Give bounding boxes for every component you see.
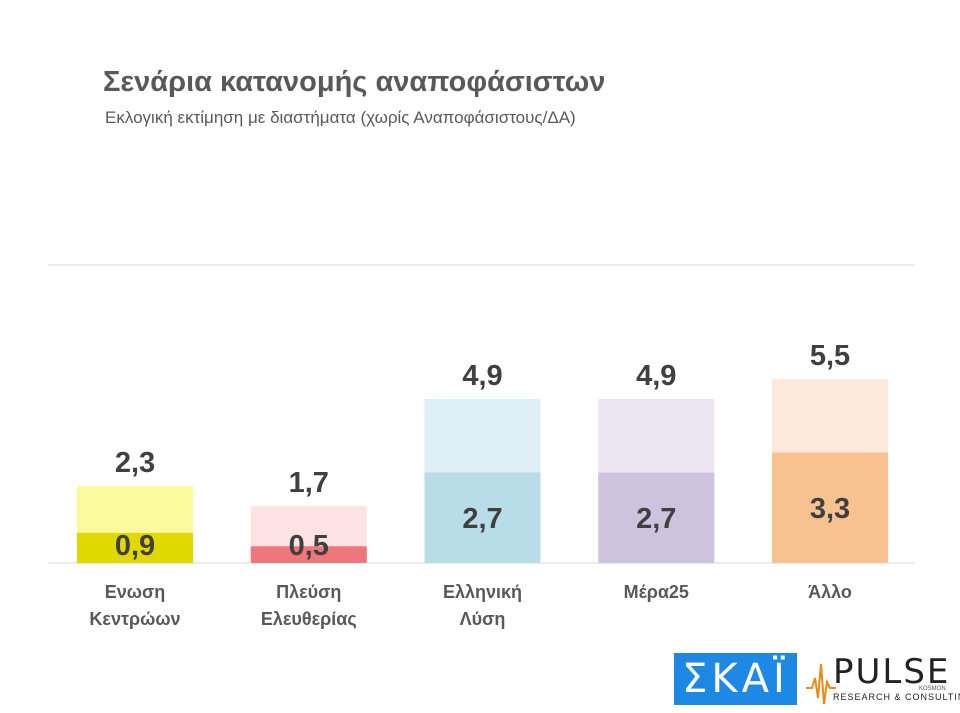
upper-value-label: 2,3 <box>115 447 155 479</box>
pulse-wordmark: PULSE <box>833 652 951 692</box>
skai-logo: ΣΚΑΪ <box>674 653 797 705</box>
lower-value-label: 3,3 <box>810 493 850 525</box>
category-label: Ενωση <box>105 582 166 602</box>
pulse-kosmon-text: KOSMON <box>919 686 946 692</box>
category-label: Πλεύση <box>276 582 341 602</box>
bars-group: 2,3 0,9 Ενωση Κεντρώων 1,7 0,5 Πλεύση Ελευθερία… <box>77 340 888 629</box>
category-label: Ελευθερίας <box>261 609 357 629</box>
lower-value-label: 0,5 <box>289 530 329 562</box>
bar-lower-range <box>598 472 715 563</box>
pulse-tagline: RESEARCH & CONSULTING <box>833 692 960 702</box>
category-label: Λύση <box>460 609 506 629</box>
lower-value-label: 2,7 <box>636 503 676 535</box>
bar-lower-range <box>772 452 888 563</box>
category-label: Ελληνική <box>443 582 522 602</box>
pulse-wave-icon <box>806 663 836 705</box>
category-label: Κεντρώων <box>89 609 180 629</box>
bar-lower-range <box>424 472 541 563</box>
lower-value-label: 2,7 <box>462 503 502 535</box>
chart-subtitle: Εκλογική εκτίμηση με διαστήματα (χωρίς Α… <box>105 108 576 127</box>
upper-value-label: 4,9 <box>636 360 676 392</box>
upper-value-label: 4,9 <box>462 360 502 392</box>
chart-title: Σενάρια κατανομής αναποφάσιστων <box>103 66 606 98</box>
category-label: Μέρα25 <box>624 582 689 602</box>
category-label: Άλλο <box>808 582 852 602</box>
lower-value-label: 0,9 <box>115 530 155 562</box>
upper-value-label: 5,5 <box>810 340 850 372</box>
bar-lower-range <box>77 532 193 563</box>
bar-lower-range <box>250 546 367 563</box>
pulse-logo: PULSE KOSMON RESEARCH & CONSULTING <box>806 652 960 708</box>
upper-value-label: 1,7 <box>289 467 329 499</box>
